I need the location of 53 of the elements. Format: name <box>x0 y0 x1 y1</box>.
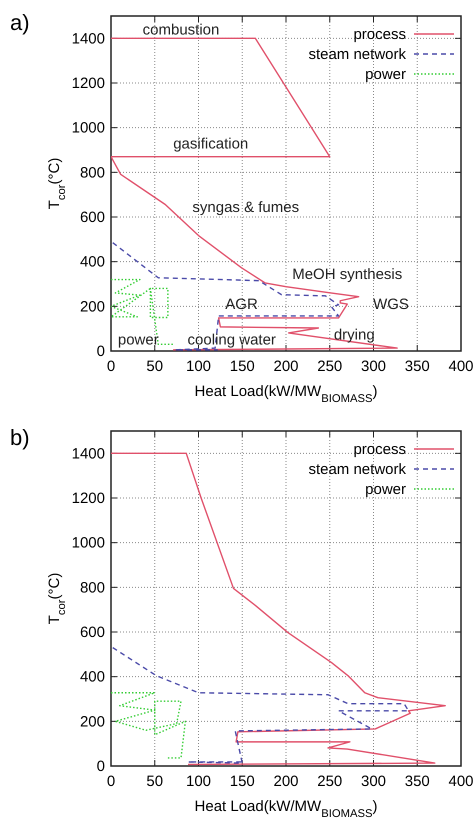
x-axis-title: Heat Load(kW/MW$_{BIOMASS}$) <box>194 798 378 820</box>
x-tick-label: 300 <box>360 358 386 375</box>
line-series <box>112 646 410 764</box>
annotation: MeOH synthesis <box>292 266 402 283</box>
y-tick-label: 600 <box>80 209 105 226</box>
x-tick-label: 250 <box>317 773 342 790</box>
legend-label: process <box>353 441 406 458</box>
y-tick-label: 1000 <box>72 120 105 137</box>
y-tick-label: 1400 <box>72 445 105 462</box>
legend-label: process <box>353 26 406 43</box>
x-tick-label: 150 <box>230 358 255 375</box>
x-axis-title: Heat Load(kW/MW$_{BIOMASS}$) <box>194 383 378 405</box>
x-tick-label: 150 <box>230 773 255 790</box>
legend-label: power <box>365 481 406 498</box>
x-tick-label: 350 <box>404 358 430 375</box>
x-tick-label: 200 <box>273 358 299 375</box>
annotation: cooling water <box>188 331 276 348</box>
x-tick-label: 250 <box>317 358 342 375</box>
x-tick-label: 400 <box>448 358 474 375</box>
x-tick-label: 400 <box>448 773 474 790</box>
y-tick-label: 1200 <box>72 490 105 507</box>
annotation: drying <box>334 326 375 344</box>
line-series <box>111 692 186 759</box>
chart-title: b) <box>10 425 30 450</box>
y-tick-label: 0 <box>96 758 105 775</box>
y-tick-label: 1400 <box>72 30 105 48</box>
x-tick-label: 200 <box>273 773 299 790</box>
y-tick-label: 1000 <box>72 534 105 552</box>
y-tick-label: 400 <box>80 254 105 271</box>
y-tick-label: 600 <box>80 624 105 641</box>
annotation: combustion <box>142 21 220 38</box>
y-tick-label: 0 <box>96 343 105 360</box>
x-tick-label: 100 <box>186 773 212 790</box>
legend-label: power <box>365 66 406 83</box>
y-tick-label: 1200 <box>72 75 105 92</box>
annotation: AGR <box>225 296 258 314</box>
legend-label: steam network <box>308 46 406 63</box>
y-tick-label: 200 <box>80 713 105 730</box>
chart-title: a) <box>10 10 30 35</box>
x-tick-label: 350 <box>404 773 430 790</box>
y-tick-label: 400 <box>80 668 105 686</box>
legend-label: steam network <box>308 461 406 478</box>
x-tick-label: 50 <box>146 773 164 790</box>
y-tick-label: 800 <box>80 164 105 182</box>
y-tick-label: 200 <box>80 298 105 316</box>
annotation: power <box>118 331 159 348</box>
annotation: gasification <box>173 135 248 152</box>
x-tick-label: 300 <box>360 773 386 790</box>
y-tick-label: 800 <box>80 579 105 596</box>
annotation: WGS <box>373 296 409 314</box>
annotation: syngas & fumes <box>192 198 300 216</box>
x-tick-label: 50 <box>146 358 164 375</box>
x-tick-label: 100 <box>186 358 212 375</box>
